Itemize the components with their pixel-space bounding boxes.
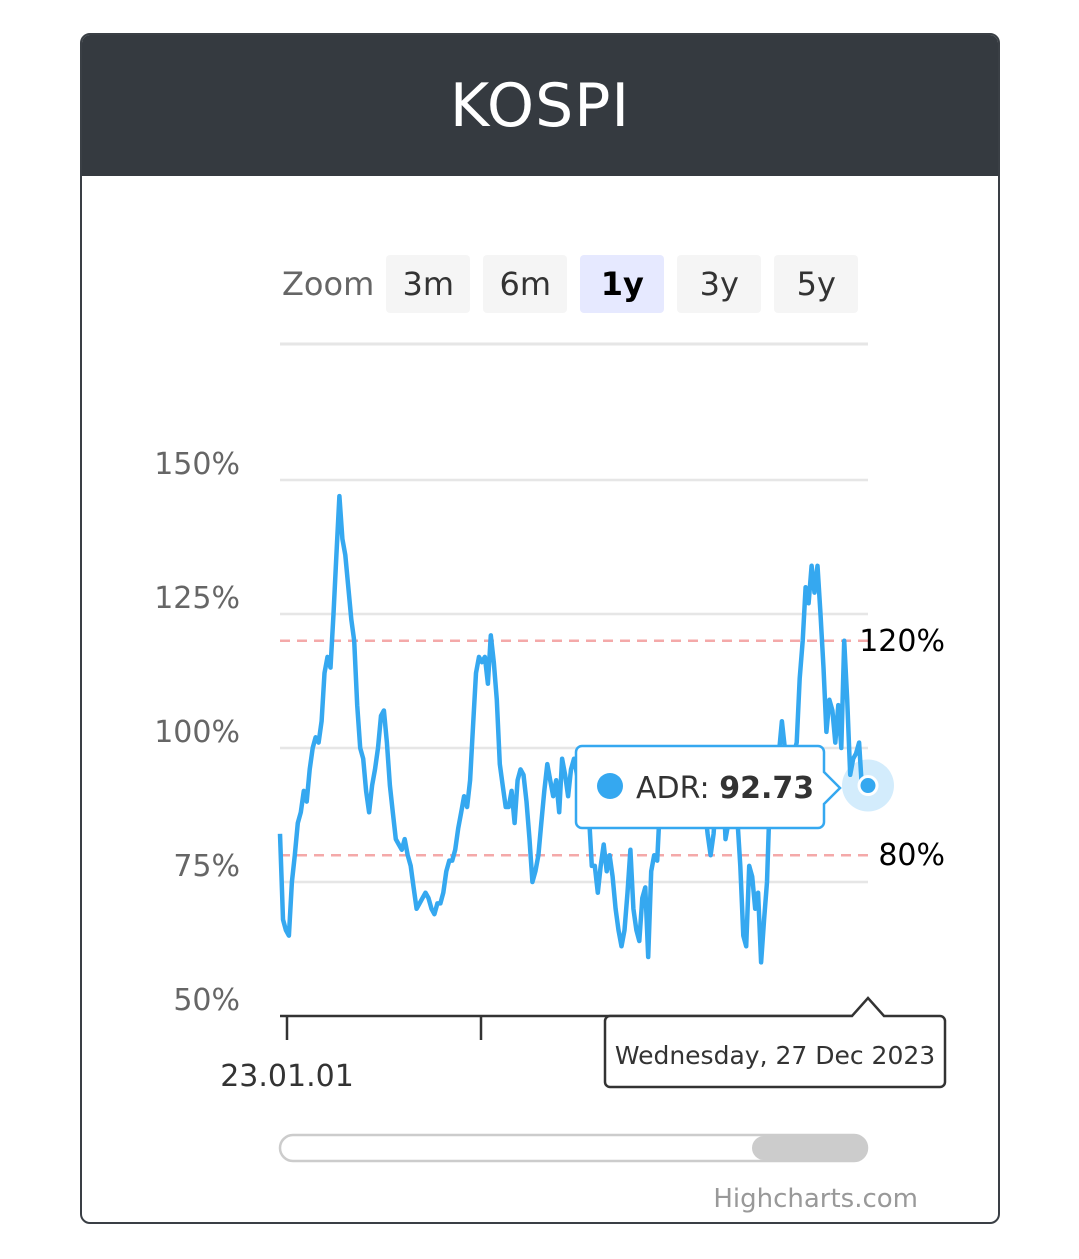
tooltip-value: 92.73 — [719, 771, 814, 806]
zoom-button-3y[interactable]: 3y — [677, 255, 762, 313]
tooltip-series-text: ADR: 92.73 — [636, 771, 814, 806]
chart-card: KOSPI Zoom 3m 6m 1y 3y 5y Highcharts.com — [80, 33, 1000, 1224]
series-color-dot — [597, 773, 623, 799]
y-tick-label: 125% — [154, 581, 240, 616]
hover-marker[interactable] — [857, 775, 879, 797]
y-tick-label: 75% — [173, 849, 240, 884]
tooltip-date: Wednesday, 27 Dec 2023 — [615, 1041, 935, 1070]
plot-line-label: 120% — [859, 624, 945, 659]
y-tick-label: 150% — [154, 447, 240, 482]
zoom-button-5y[interactable]: 5y — [774, 255, 859, 313]
series-line-adr — [277, 493, 870, 965]
plot-line-label: 80% — [878, 838, 945, 873]
chart-title: KOSPI — [449, 70, 631, 141]
credits-link[interactable]: Highcharts.com — [713, 1184, 918, 1214]
value-tooltip: ADR: 92.73 — [574, 744, 842, 830]
y-axis: 150% 125% 100% 75% 50% — [154, 447, 240, 1018]
plot-lines: 120% 80% — [280, 624, 945, 873]
value-tooltip-box — [574, 744, 842, 830]
date-tooltip: Wednesday, 27 Dec 2023 — [603, 996, 947, 1089]
zoom-label: Zoom — [282, 265, 375, 303]
zoom-button-3m[interactable]: 3m — [386, 255, 471, 313]
tooltip-series-name: ADR — [636, 771, 700, 806]
zoom-button-1y[interactable]: 1y — [580, 255, 665, 313]
range-selector: Zoom 3m 6m 1y 3y 5y — [282, 255, 871, 313]
y-tick-label: 50% — [173, 983, 240, 1018]
navigator-scrollbar-thumb[interactable] — [752, 1136, 867, 1160]
y-tick-label: 100% — [154, 715, 240, 750]
chart-header: KOSPI — [82, 35, 998, 176]
x-tick-label: 23.01.01 — [220, 1059, 354, 1094]
zoom-button-6m[interactable]: 6m — [483, 255, 568, 313]
date-tooltip-box — [603, 996, 947, 1089]
